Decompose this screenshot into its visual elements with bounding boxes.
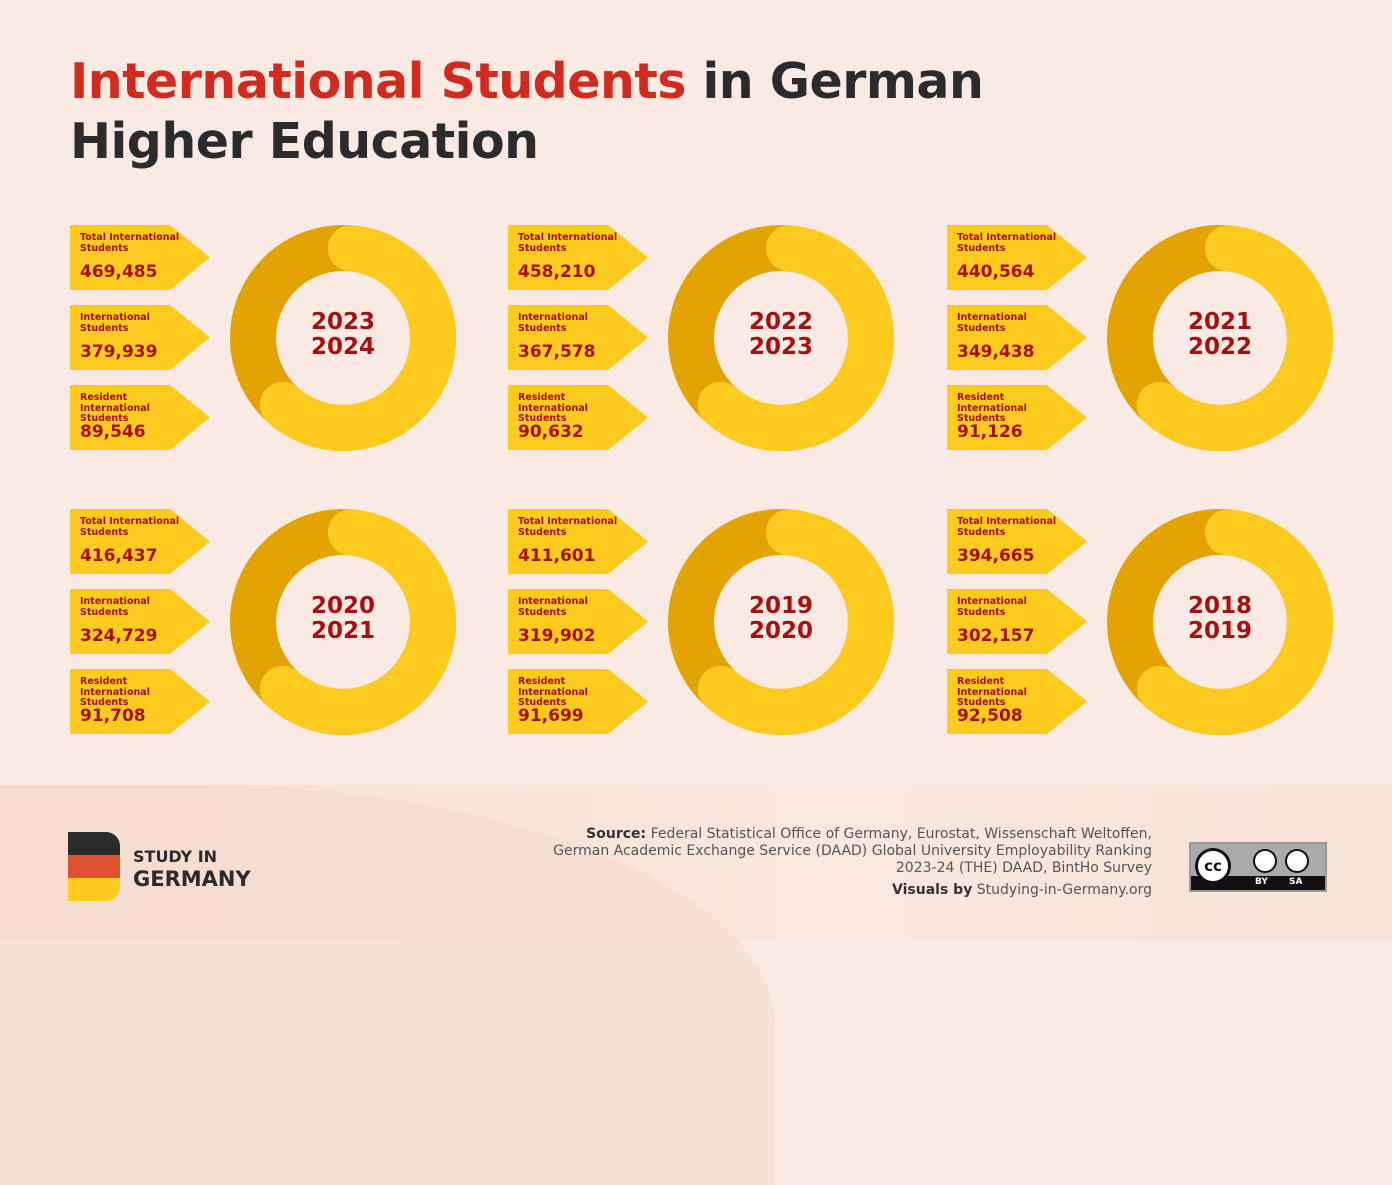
donut-chart xyxy=(668,509,894,735)
cc-by-sa-license-badge: cc BY SA xyxy=(1189,842,1327,892)
donut-chart xyxy=(668,225,894,451)
year-panel: Total International Students 411,601 Inter… xyxy=(508,509,908,735)
resident-value: 91,708 xyxy=(80,706,146,726)
total-students-tag: Total International Students 394,665 xyxy=(947,509,1087,574)
source-text: Source: Federal Statistical Office of Ge… xyxy=(553,826,1152,898)
donut-chart xyxy=(230,225,456,451)
donut-light-segment xyxy=(1136,225,1333,451)
donut-chart xyxy=(1107,509,1333,735)
total-students-tag: Total International Students 411,601 xyxy=(508,509,648,574)
donut-light-segment xyxy=(259,509,456,735)
total-value: 416,437 xyxy=(80,546,158,566)
intl-students-tag: International Students 319,902 xyxy=(508,589,648,654)
total-students-tag: Total International Students 469,485 xyxy=(70,225,210,290)
intl-students-tag: International Students 302,157 xyxy=(947,589,1087,654)
year-label: 2023 2024 xyxy=(310,309,375,360)
year-label: 2020 2021 xyxy=(310,593,375,644)
total-students-tag: Total International Students 458,210 xyxy=(508,225,648,290)
intl-students-tag: International Students 324,729 xyxy=(70,589,210,654)
year-panel: Total International Students 394,665 Inter… xyxy=(947,509,1347,735)
sa-icon xyxy=(1285,849,1309,873)
cc-icon: cc xyxy=(1195,848,1231,884)
intl-students-tag: International Students 367,578 xyxy=(508,305,648,370)
intl-students-tag: International Students 379,939 xyxy=(70,305,210,370)
intl-value: 302,157 xyxy=(957,626,1035,646)
year-panel: Total International Students 416,437 Inter… xyxy=(70,509,470,735)
donut-chart xyxy=(1107,225,1333,451)
intl-value: 367,578 xyxy=(518,342,596,362)
germany-flag-logo-icon xyxy=(68,832,120,901)
total-value: 469,485 xyxy=(80,262,158,282)
total-value: 458,210 xyxy=(518,262,596,282)
resident-value: 92,508 xyxy=(957,706,1023,726)
year-panel: Total International Students 458,210 Inter… xyxy=(508,225,908,451)
year-panel: Total International Students 469,485 Inter… xyxy=(70,225,470,451)
donut-light-segment xyxy=(697,509,894,735)
resident-students-tag: Resident International Students 90,632 xyxy=(508,385,648,450)
total-students-tag: Total International Students 440,564 xyxy=(947,225,1087,290)
resident-value: 91,126 xyxy=(957,422,1023,442)
intl-students-tag: International Students 349,438 xyxy=(947,305,1087,370)
logo-text: STUDY IN GERMANY xyxy=(133,847,251,891)
year-label: 2022 2023 xyxy=(748,309,813,360)
total-students-tag: Total International Students 416,437 xyxy=(70,509,210,574)
resident-students-tag: Resident International Students 91,708 xyxy=(70,669,210,734)
year-label: 2019 2020 xyxy=(748,593,813,644)
total-value: 440,564 xyxy=(957,262,1035,282)
resident-students-tag: Resident International Students 91,699 xyxy=(508,669,648,734)
year-label: 2021 2022 xyxy=(1187,309,1252,360)
resident-students-tag: Resident International Students 91,126 xyxy=(947,385,1087,450)
by-icon xyxy=(1253,849,1277,873)
donut-light-segment xyxy=(1136,509,1333,735)
donut-light-segment xyxy=(697,225,894,451)
page-title: International Students in German Higher … xyxy=(70,53,984,170)
year-label: 2018 2019 xyxy=(1187,593,1252,644)
intl-value: 379,939 xyxy=(80,342,158,362)
intl-value: 349,438 xyxy=(957,342,1035,362)
total-value: 394,665 xyxy=(957,546,1035,566)
resident-value: 91,699 xyxy=(518,706,584,726)
donut-light-segment xyxy=(259,225,456,451)
resident-students-tag: Resident International Students 92,508 xyxy=(947,669,1087,734)
intl-value: 319,902 xyxy=(518,626,596,646)
resident-value: 90,632 xyxy=(518,422,584,442)
total-value: 411,601 xyxy=(518,546,596,566)
resident-value: 89,546 xyxy=(80,422,146,442)
intl-value: 324,729 xyxy=(80,626,158,646)
resident-students-tag: Resident International Students 89,546 xyxy=(70,385,210,450)
year-panel: Total International Students 440,564 Inter… xyxy=(947,225,1347,451)
donut-chart xyxy=(230,509,456,735)
